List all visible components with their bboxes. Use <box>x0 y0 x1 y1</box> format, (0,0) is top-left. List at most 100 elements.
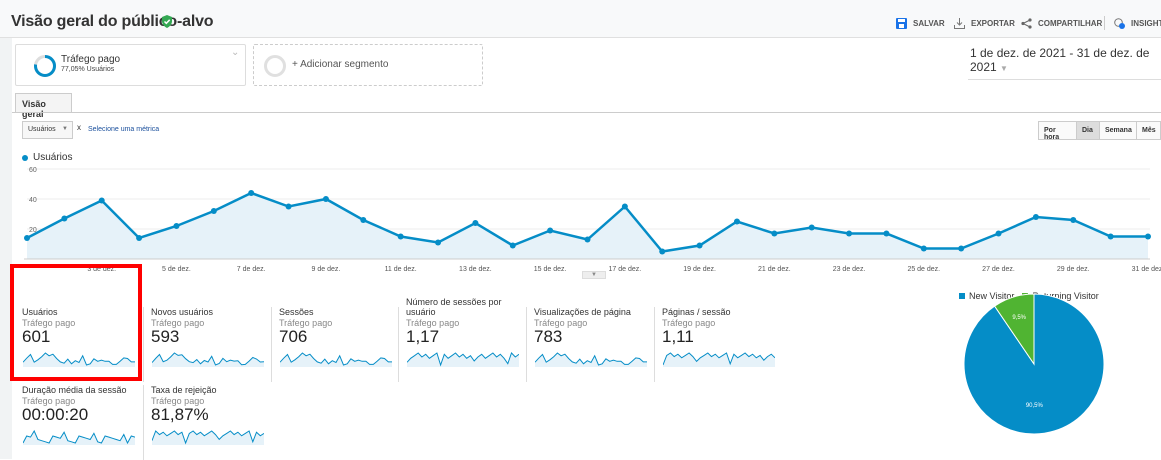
metric-name: Número de sessões por usuário <box>406 297 502 317</box>
sparkline <box>23 429 135 445</box>
metric-tile[interactable]: Páginas / sessão Tráfego pago 1,11 <box>654 307 782 382</box>
metric-tile[interactable]: Número de sessões por usuário Tráfego pag… <box>398 297 526 382</box>
remove-metric-button[interactable]: x <box>77 123 81 132</box>
data-point[interactable] <box>285 203 292 210</box>
legend-label: Usuários <box>33 152 73 163</box>
data-point[interactable] <box>547 227 554 234</box>
data-point[interactable] <box>1145 233 1151 240</box>
metric-tile[interactable]: Duração média da sessão Tráfego pago 00:00… <box>15 385 143 460</box>
metric-segment: Tráfego pago <box>22 396 76 406</box>
metric-tile[interactable]: Novos usuários Tráfego pago 593 <box>143 307 271 382</box>
data-point[interactable] <box>958 245 965 252</box>
metric-name: Taxa de rejeição <box>151 385 217 395</box>
x-tick-label: 21 de dez. <box>758 266 791 273</box>
metric-select[interactable]: Usuários ▼ <box>22 121 73 139</box>
x-tick-label: 13 de dez. <box>459 266 492 273</box>
data-point[interactable] <box>1032 214 1039 220</box>
date-range-text: 1 de dez. de 2021 - 31 de dez. de 2021 <box>970 46 1150 74</box>
metric-name: Sessões <box>279 307 314 317</box>
data-point[interactable] <box>210 208 217 214</box>
insights-label: INSIGHTS <box>1131 19 1161 28</box>
granularity-hour[interactable]: Por hora <box>1038 121 1077 141</box>
data-point[interactable] <box>920 245 927 252</box>
area-fill <box>27 193 1148 259</box>
x-tick-label: 17 de dez. <box>609 266 642 273</box>
metric-name: Visualizações de página <box>534 307 631 317</box>
tab-overview[interactable]: Visão geral <box>15 93 72 119</box>
insights-button[interactable]: INSIGHTS <box>1114 18 1161 29</box>
legend-new-visitor: New Visitor <box>969 291 1015 301</box>
save-icon <box>896 18 907 29</box>
metric-tile[interactable]: Sessões Tráfego pago 706 <box>271 307 399 382</box>
data-point[interactable] <box>397 233 404 240</box>
granularity-week[interactable]: Semana <box>1099 121 1137 140</box>
granularity-day[interactable]: Dia <box>1076 121 1100 140</box>
data-point[interactable] <box>435 239 442 246</box>
x-tick-label: 5 de dez. <box>162 266 191 273</box>
sparkline <box>23 352 135 367</box>
pie-label: 9,5% <box>1012 315 1026 321</box>
pie-label: 90,5% <box>1026 403 1044 409</box>
data-point[interactable] <box>322 196 329 202</box>
select-metric-link[interactable]: Selecione uma métrica <box>88 126 160 133</box>
add-segment-button[interactable]: + Adicionar segmento <box>253 44 483 86</box>
metric-value: 593 <box>151 327 180 346</box>
metric-tile[interactable]: Usuários Tráfego pago 601 <box>15 307 143 382</box>
legend-dot-icon <box>22 154 28 161</box>
metric-tile[interactable]: Taxa de rejeição Tráfego pago 81,87% <box>143 385 271 460</box>
data-point[interactable] <box>98 197 105 204</box>
data-point[interactable] <box>248 190 255 196</box>
data-point[interactable] <box>1070 217 1077 223</box>
y-tick-label: 40 <box>29 197 37 204</box>
insights-icon <box>1114 18 1125 29</box>
data-point[interactable] <box>808 224 815 231</box>
metric-segment: Tráfego pago <box>151 318 205 328</box>
data-point[interactable] <box>472 220 479 226</box>
share-icon <box>1021 18 1032 29</box>
data-point[interactable] <box>883 230 890 237</box>
segment-paid-traffic[interactable]: Tráfego pago 77,05% Usuários ⌄ <box>15 44 246 86</box>
x-tick-label: 11 de dez. <box>385 266 417 273</box>
tab-divider <box>12 112 1161 113</box>
x-tick-label: 19 de dez. <box>683 266 716 273</box>
data-point[interactable] <box>61 215 68 222</box>
sparkline <box>152 430 264 445</box>
page-title: Visão geral do público-alvo <box>11 13 214 30</box>
metric-tile[interactable]: Visualizações de página Tráfego pago 783 <box>526 307 654 382</box>
data-point[interactable] <box>621 203 628 210</box>
date-range-picker[interactable]: 1 de dez. de 2021 - 31 de dez. de 2021 ▼ <box>968 46 1161 80</box>
add-segment-label: + Adicionar segmento <box>292 59 389 70</box>
metric-name: Usuários <box>22 307 58 317</box>
data-point[interactable] <box>696 242 703 249</box>
data-point[interactable] <box>659 248 666 255</box>
data-point[interactable] <box>995 230 1002 237</box>
data-point[interactable] <box>1107 233 1114 240</box>
metric-value: 783 <box>534 327 563 346</box>
x-tick-label: 7 de dez. <box>237 266 266 273</box>
data-point[interactable] <box>173 223 180 229</box>
data-point[interactable] <box>509 242 516 249</box>
dropdown-arrow-icon: ▼ <box>62 126 68 132</box>
save-button[interactable]: SALVAR <box>896 18 945 29</box>
segment-detail: 77,05% Usuários <box>61 66 115 73</box>
granularity-month[interactable]: Mês <box>1136 121 1161 140</box>
data-point[interactable] <box>360 217 367 223</box>
page-header <box>0 0 1161 38</box>
legend-returning-visitor: Returning Visitor <box>1032 291 1099 301</box>
chevron-down-icon[interactable]: ⌄ <box>231 47 240 58</box>
x-tick-label: 31 de dez. <box>1132 266 1161 273</box>
data-point[interactable] <box>733 218 740 225</box>
metric-name: Novos usuários <box>151 307 214 317</box>
data-point[interactable] <box>846 230 853 237</box>
chart-resize-handle[interactable]: ▼ <box>582 271 606 279</box>
sparkline <box>663 352 775 367</box>
share-button[interactable]: COMPARTILHAR <box>1021 18 1102 29</box>
highlight-box <box>10 264 142 381</box>
data-point[interactable] <box>24 235 30 241</box>
pie-slice[interactable] <box>993 293 1035 366</box>
data-point[interactable] <box>771 230 778 237</box>
data-point[interactable] <box>584 236 591 243</box>
sparkline <box>535 352 647 367</box>
export-button[interactable]: EXPORTAR <box>954 18 1015 29</box>
data-point[interactable] <box>136 235 143 241</box>
